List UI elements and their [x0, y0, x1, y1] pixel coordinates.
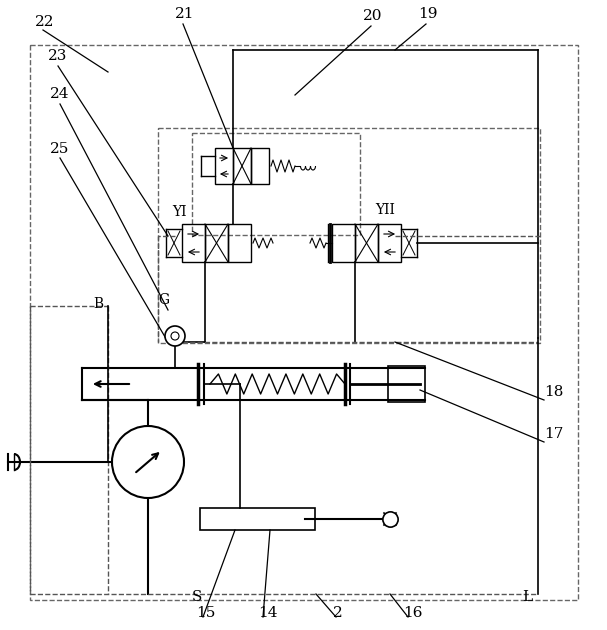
Bar	[233, 148, 251, 184]
Text: 15: 15	[196, 606, 215, 620]
Bar	[378, 224, 401, 262]
Bar	[158, 128, 540, 343]
Bar	[205, 224, 228, 262]
Text: 16: 16	[403, 606, 422, 620]
Bar	[251, 148, 269, 184]
Bar	[388, 366, 425, 402]
Bar	[215, 148, 233, 184]
Circle shape	[165, 326, 185, 346]
Bar	[182, 224, 205, 262]
Text: 23: 23	[48, 49, 67, 63]
Text: 17: 17	[544, 427, 563, 441]
Bar	[355, 224, 378, 262]
Text: B: B	[93, 297, 103, 311]
Text: L: L	[522, 590, 532, 604]
Text: 18: 18	[544, 385, 563, 399]
Text: 19: 19	[418, 7, 438, 21]
Text: G: G	[158, 293, 169, 307]
Bar	[332, 224, 355, 262]
Circle shape	[112, 426, 184, 498]
Bar	[200, 508, 315, 530]
Bar	[192, 133, 360, 235]
Text: 24: 24	[50, 87, 69, 101]
Text: YII: YII	[375, 203, 395, 217]
Bar	[228, 224, 251, 262]
Bar	[30, 45, 578, 600]
Text: YI: YI	[172, 205, 186, 219]
Text: 25: 25	[50, 142, 69, 156]
Text: 14: 14	[258, 606, 277, 620]
Text: 21: 21	[175, 7, 194, 21]
Text: 2: 2	[333, 606, 343, 620]
Text: 22: 22	[35, 15, 55, 29]
Text: 20: 20	[363, 9, 382, 23]
Text: S: S	[192, 590, 202, 604]
